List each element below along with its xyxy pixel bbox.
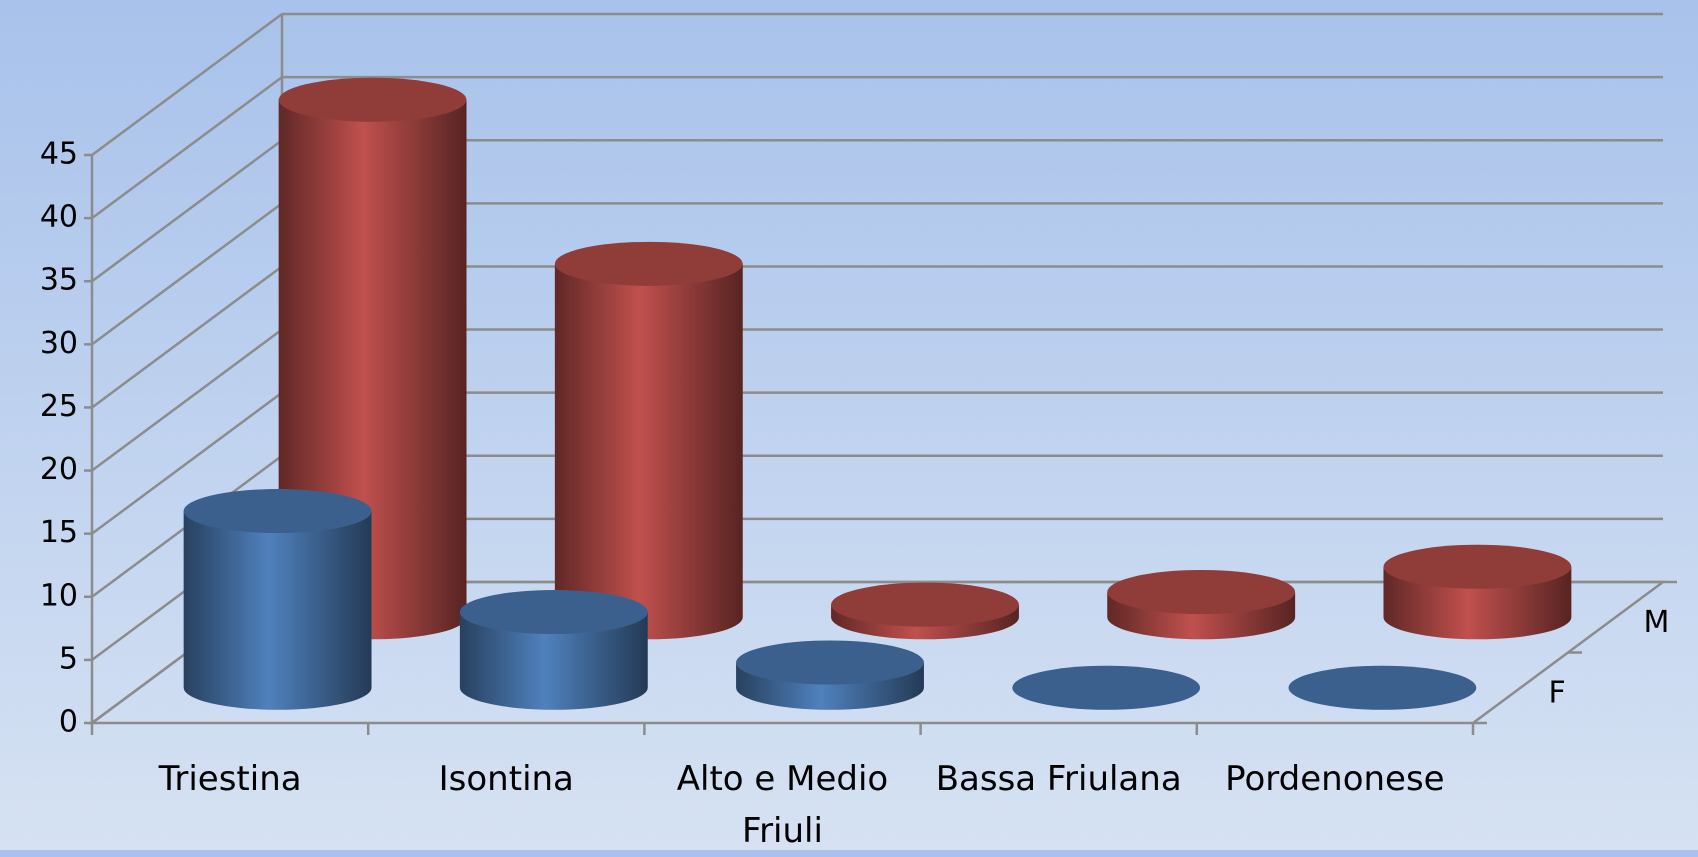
grid-line xyxy=(91,202,283,346)
cylinder-top xyxy=(183,489,372,534)
cylinder-top-shade xyxy=(1288,665,1477,710)
cylinder-top-shade xyxy=(1107,570,1296,615)
cylinder-top xyxy=(459,590,648,635)
x-tick-label: Isontina xyxy=(438,759,574,799)
series-label: M xyxy=(1644,605,1670,640)
grid-line xyxy=(91,76,283,220)
series-label: F xyxy=(1549,675,1566,710)
grid-line xyxy=(91,12,283,157)
cylinder-top xyxy=(1012,665,1201,710)
y-tick-label: 45 xyxy=(40,137,78,172)
cylinder-top-shade xyxy=(736,640,924,685)
y-tick-label: 40 xyxy=(40,200,78,235)
y-tick-label: 20 xyxy=(40,452,78,487)
grid-line xyxy=(91,265,283,409)
cylinder-top-shade xyxy=(1383,544,1572,589)
cylinder xyxy=(1383,544,1572,640)
y-tick-label: 30 xyxy=(40,326,78,361)
cylinder-top xyxy=(1107,570,1296,615)
cylinder xyxy=(736,640,924,710)
cylinder-top xyxy=(1383,544,1572,589)
grid-line xyxy=(91,139,283,283)
cylinder-top-shade xyxy=(831,582,1019,627)
x-tick-label: Alto e Medio Friuli xyxy=(676,759,889,851)
cylinder-shade xyxy=(459,612,648,710)
cylinder-top xyxy=(554,241,743,286)
cylinder xyxy=(1288,665,1477,710)
cylinder-top-shade xyxy=(554,241,743,286)
cylinder-shade xyxy=(183,511,372,710)
grid-line xyxy=(91,391,283,535)
cylinder-top xyxy=(1288,665,1477,710)
y-tick-label: 0 xyxy=(59,705,78,740)
y-tick-label: 15 xyxy=(40,515,78,550)
cylinder-top-shade xyxy=(278,77,467,122)
y-tick-label: 10 xyxy=(40,578,78,613)
cylinder-top-shade xyxy=(1012,665,1201,710)
cylinder xyxy=(459,590,648,710)
y-tick-label: 35 xyxy=(40,263,78,298)
cylinder-shade xyxy=(554,263,743,640)
y-tick-label: 5 xyxy=(59,641,78,676)
cylinder-top xyxy=(736,640,924,685)
x-tick-label: Pordenonese xyxy=(1225,759,1445,799)
cylinder xyxy=(831,582,1019,640)
cylinder xyxy=(1107,570,1296,640)
cylinder-top xyxy=(278,77,467,122)
cylinder xyxy=(554,241,743,640)
x-tick-label: Triestina xyxy=(158,759,302,799)
x-tick-label: Bassa Friulana xyxy=(935,759,1182,799)
cylinder-top xyxy=(831,582,1019,627)
cylinder-top-shade xyxy=(183,489,372,534)
cylinder-top-shade xyxy=(459,590,648,635)
cylinder xyxy=(1012,665,1201,710)
grid-line xyxy=(91,328,283,472)
cylinder xyxy=(183,489,372,710)
y-tick-label: 25 xyxy=(40,389,78,424)
